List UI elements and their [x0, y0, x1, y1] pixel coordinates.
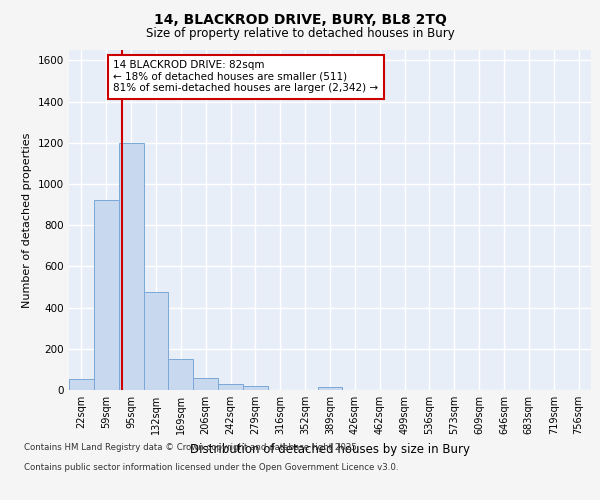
Bar [69, 378, 94, 390]
Bar [94, 200, 119, 390]
Bar [317, 387, 343, 390]
Bar [243, 386, 268, 390]
Text: Contains HM Land Registry data © Crown copyright and database right 2025.: Contains HM Land Registry data © Crown c… [24, 442, 359, 452]
Text: 14 BLACKROD DRIVE: 82sqm
← 18% of detached houses are smaller (511)
81% of semi-: 14 BLACKROD DRIVE: 82sqm ← 18% of detach… [113, 60, 379, 94]
Bar [193, 378, 218, 390]
Bar [143, 292, 169, 390]
Bar [218, 384, 243, 390]
Bar [169, 359, 193, 390]
Text: Size of property relative to detached houses in Bury: Size of property relative to detached ho… [146, 28, 454, 40]
Text: 14, BLACKROD DRIVE, BURY, BL8 2TQ: 14, BLACKROD DRIVE, BURY, BL8 2TQ [154, 12, 446, 26]
Y-axis label: Number of detached properties: Number of detached properties [22, 132, 32, 308]
X-axis label: Distribution of detached houses by size in Bury: Distribution of detached houses by size … [190, 442, 470, 456]
Bar [119, 142, 143, 390]
Text: Contains public sector information licensed under the Open Government Licence v3: Contains public sector information licen… [24, 462, 398, 471]
